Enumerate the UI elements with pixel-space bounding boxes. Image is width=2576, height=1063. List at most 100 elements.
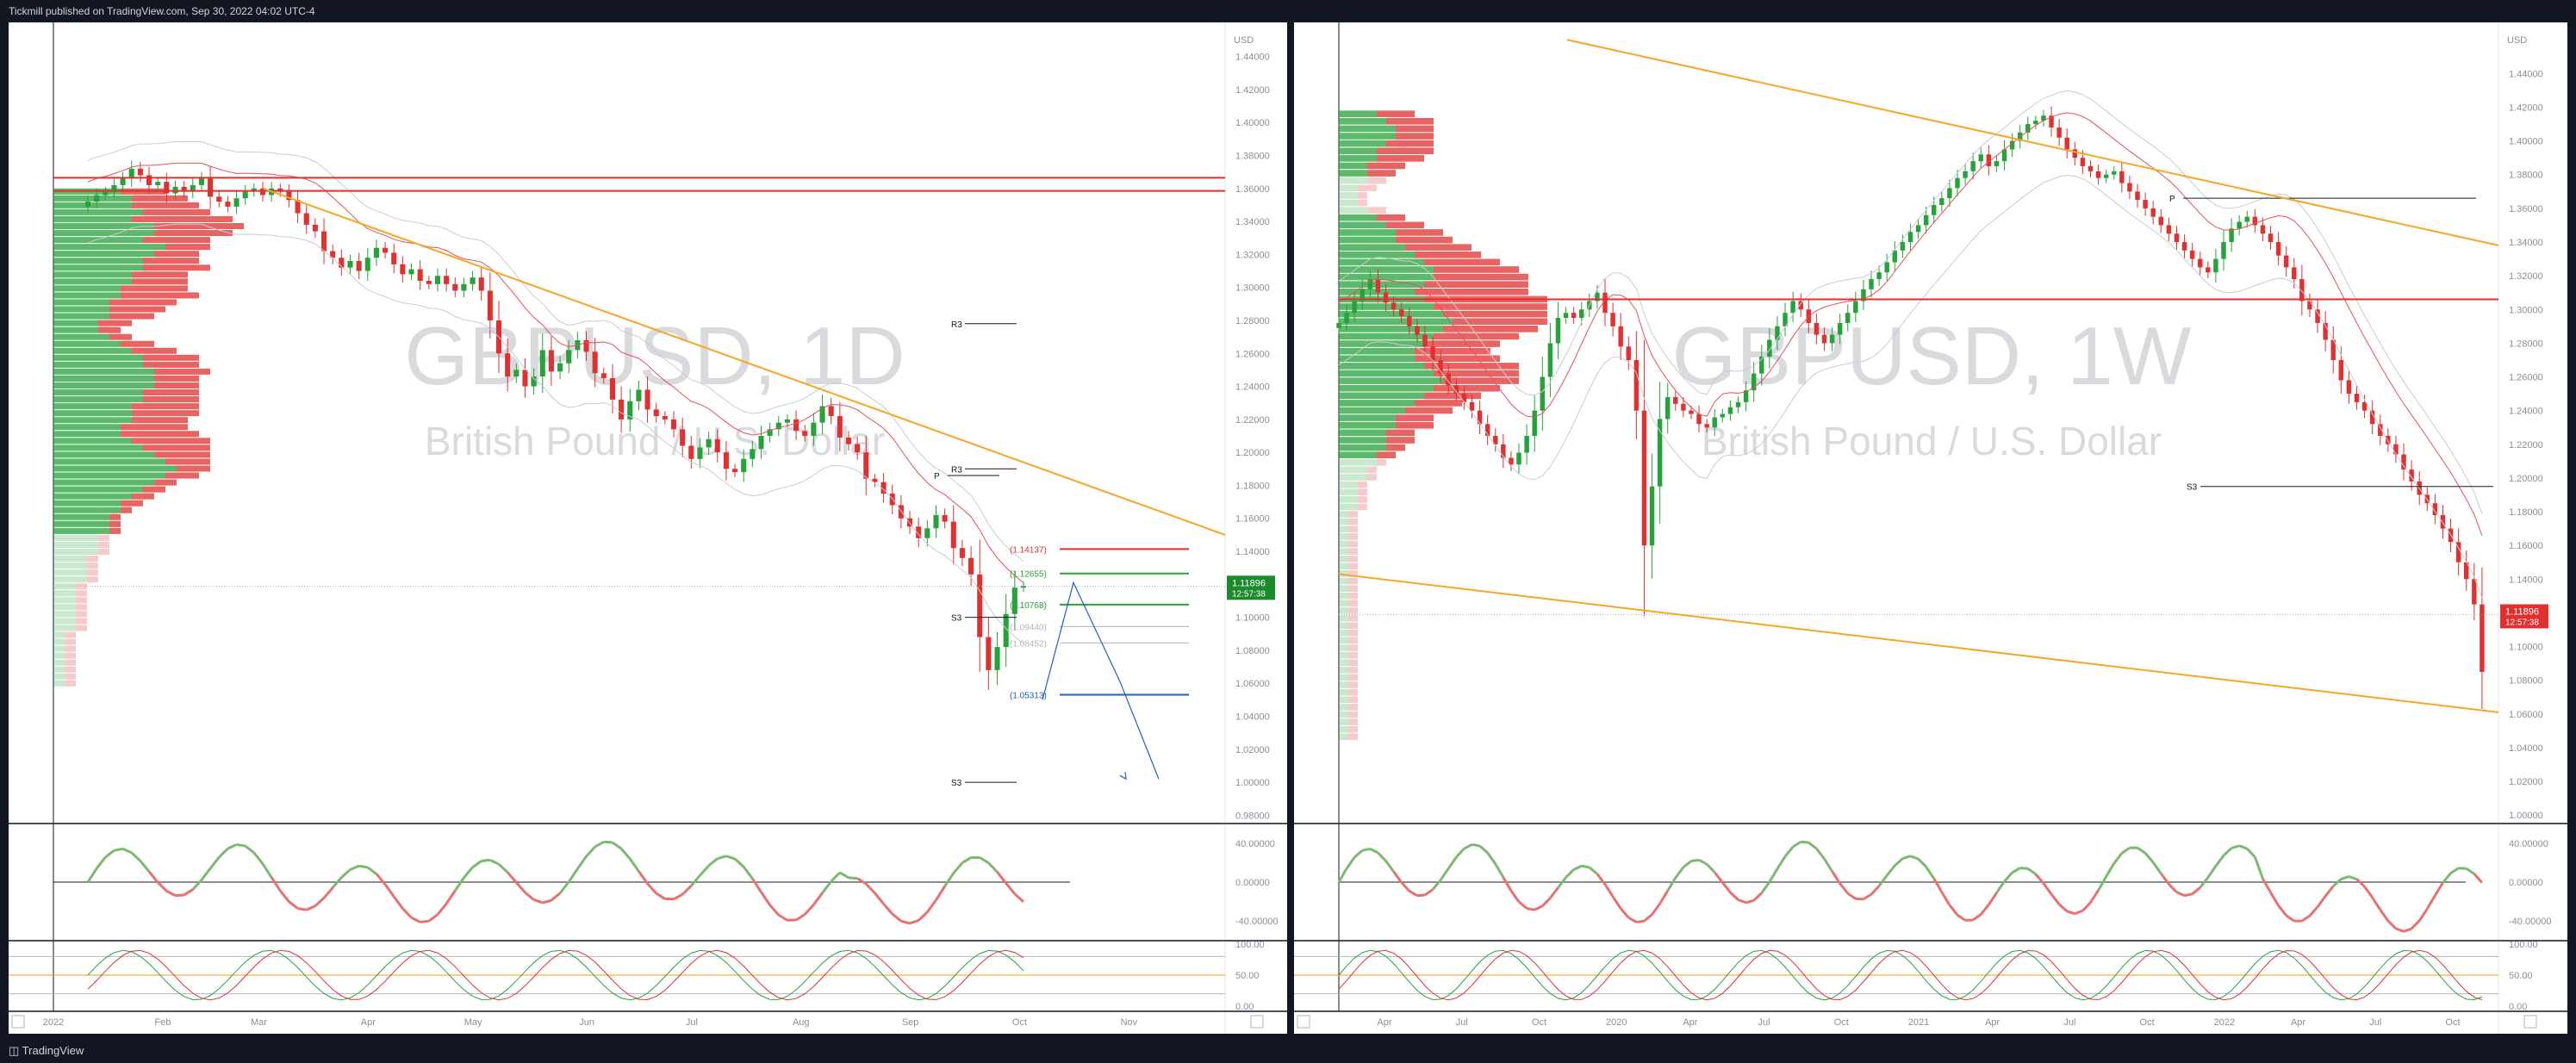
candle-body <box>1344 313 1349 323</box>
momentum-line <box>558 880 570 894</box>
daily-chart-svg[interactable]: GBPUSD, 1D British Pound / U.S. Dollar USD… <box>9 22 1287 1034</box>
weekly-chart-svg[interactable]: GBPUSD, 1W British Pound / U.S. Dollar USD… <box>1294 22 2567 1034</box>
candle-body <box>1407 316 1412 326</box>
candle-body <box>2041 115 2046 121</box>
candle-body <box>1821 334 1827 344</box>
candle-body <box>2455 542 2461 563</box>
volume-profile-bar-up <box>1339 681 1348 688</box>
volume-profile-bar-down <box>1367 207 1386 214</box>
candle-body <box>347 261 353 268</box>
y-tick-label: 1.42000 <box>2509 103 2543 113</box>
pivot-label: R3 <box>951 465 962 475</box>
y-tick-label: 1.40000 <box>1235 118 1270 128</box>
momentum-line <box>95 856 107 870</box>
candle-body <box>2064 137 2069 150</box>
momentum-line <box>1886 864 1896 877</box>
candle-body <box>732 469 738 473</box>
momentum-line <box>1870 885 1881 896</box>
volume-profile-bar-up <box>1339 577 1348 585</box>
volume-profile-bar-up <box>1339 177 1367 184</box>
volume-profile-bar-down <box>1396 133 1434 140</box>
projection-arrowhead <box>1119 772 1127 780</box>
x-tick-label: Oct <box>1012 1017 1027 1028</box>
y-tick-label: 1.00000 <box>2509 811 2543 821</box>
momentum-line <box>1901 855 1911 861</box>
candle-body <box>1516 452 1521 465</box>
volume-profile-bar-up <box>1339 533 1348 540</box>
volume-profile-bar-down <box>65 631 76 638</box>
momentum-line <box>104 849 115 859</box>
volume-profile-bar-up <box>53 625 76 631</box>
volume-profile-bar-down <box>1377 459 1386 466</box>
volume-profile-bar-down <box>109 333 132 340</box>
pivot-label: S3 <box>951 779 962 788</box>
x-tick-label: Sep <box>902 1017 919 1028</box>
momentum-line <box>1627 916 1638 923</box>
volume-profile-bar-up <box>53 666 65 673</box>
candle-body <box>2237 221 2242 229</box>
momentum-line <box>961 856 972 865</box>
last-price-value: 1.11896 <box>1232 578 1266 588</box>
volume-profile-bar-down <box>132 410 199 417</box>
volume-profile-bar-down <box>1348 711 1358 718</box>
candle-body <box>2432 503 2438 515</box>
volume-profile-bar-up <box>1339 659 1348 667</box>
volume-profile-bar-down <box>1424 340 1500 347</box>
candle-body <box>2260 225 2266 234</box>
candle-body <box>400 264 406 275</box>
candle-body <box>383 247 389 253</box>
currency-label: USD <box>2507 35 2527 46</box>
volume-profile-bar-down <box>1434 273 1528 281</box>
volume-profile-bar-up <box>53 451 154 458</box>
candle-body <box>2330 339 2336 360</box>
candle-body <box>557 363 563 372</box>
candle-body <box>2119 171 2125 183</box>
candle-body <box>1853 301 1858 314</box>
volume-profile-bar-down <box>76 604 87 611</box>
footer-bar: ◫ TradingView <box>0 1039 2576 1063</box>
volume-profile-bar-up <box>1339 496 1358 503</box>
x-tick-label: 2021 <box>1908 1017 1929 1028</box>
stoch-k-line <box>87 949 1024 1001</box>
candle-body <box>1955 177 1960 189</box>
volume-profile-bar-down <box>1415 347 1490 355</box>
candle-body <box>1453 385 1459 395</box>
candle-body <box>155 182 161 185</box>
volume-profile-bar-up <box>1339 347 1415 355</box>
momentum-line <box>2403 927 2412 933</box>
y-tick-label: 1.06000 <box>2509 710 2543 720</box>
candle-body <box>128 168 134 179</box>
momentum-line <box>2348 875 2357 881</box>
volume-profile-bar-up <box>53 326 98 333</box>
momentum-line <box>2417 908 2429 922</box>
y-tick-label: 1.26000 <box>1235 349 1270 359</box>
chart-panel-daily[interactable]: GBPUSD, 1D British Pound / U.S. Dollar USD… <box>9 22 1287 1034</box>
volume-profile-bar-down <box>109 313 154 320</box>
volume-profile-bar-up <box>1339 355 1415 363</box>
chart-panel-weekly[interactable]: GBPUSD, 1W British Pound / U.S. Dollar USD… <box>1294 22 2567 1034</box>
pivot-label: S3 <box>2187 483 2198 493</box>
momentum-line <box>2191 886 2201 895</box>
candle-body <box>924 528 930 538</box>
momentum-line <box>261 863 273 879</box>
volume-profile-bar-up <box>53 222 154 230</box>
volume-profile-bar-up <box>53 652 65 659</box>
volume-profile-bar-down <box>87 569 98 576</box>
volume-profile-bar-down <box>65 666 76 673</box>
volume-profile-bar-up <box>1339 133 1396 140</box>
momentum-line <box>401 907 413 919</box>
volume-profile-bar-up <box>53 541 98 548</box>
candle-body <box>1477 410 1483 425</box>
momentum-line <box>147 870 159 884</box>
volume-profile-bar-down <box>1434 266 1519 273</box>
volume-profile-bar-up <box>1339 488 1358 496</box>
candle-body <box>408 269 414 275</box>
momentum-line <box>2003 871 2013 883</box>
volume-profile-bar-up <box>53 375 154 382</box>
momentum-line <box>1752 892 1763 902</box>
tradingview-logo[interactable]: ◫ TradingView <box>9 1044 84 1057</box>
candle-body <box>1501 444 1506 458</box>
momentum-line <box>1337 867 1348 883</box>
volume-profile-bar-up <box>1339 244 1405 251</box>
volume-profile-bar-up <box>53 361 143 368</box>
